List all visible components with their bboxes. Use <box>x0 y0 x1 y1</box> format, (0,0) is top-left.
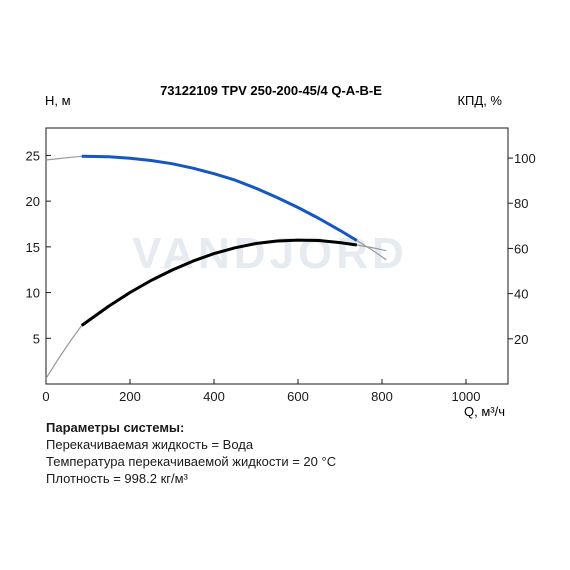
watermark: VANDJORD <box>132 229 408 278</box>
right-y-tick-label: 20 <box>514 332 528 347</box>
x-tick-label: 0 <box>42 389 49 404</box>
x-tick-label: 200 <box>119 389 141 404</box>
head-curve <box>81 154 358 242</box>
params-header: Параметры системы: <box>46 420 185 435</box>
plot-frame <box>45 127 509 385</box>
right-y-tick-label: 60 <box>514 241 528 256</box>
left-axis-unit: H, м <box>45 93 71 108</box>
head-curve-extension <box>356 239 387 261</box>
curves <box>45 154 387 379</box>
param-liquid: Перекачиваемая жидкость = Вода <box>46 437 254 452</box>
right-axis-unit: КПД, % <box>457 93 502 108</box>
left-y-tick-label: 10 <box>26 286 40 301</box>
x-tick-label: 800 <box>371 389 393 404</box>
x-tick-label: 600 <box>287 389 309 404</box>
param-density: Плотность = 998.2 кг/м³ <box>46 471 188 486</box>
x-tick-label: 400 <box>203 389 225 404</box>
efficiency-curve <box>80 238 358 327</box>
x-axis: 0 200 400 600 800 1000 <box>42 379 480 404</box>
left-y-tick-label: 25 <box>26 148 40 163</box>
left-y-tick-label: 15 <box>26 240 40 255</box>
right-y-tick-label: 40 <box>514 287 528 302</box>
right-y-tick-label: 100 <box>514 151 536 166</box>
right-y-tick-label: 80 <box>514 196 528 211</box>
left-y-tick-label: 5 <box>33 331 40 346</box>
left-y-axis: 5 10 15 20 25 <box>26 148 51 346</box>
head-curve-extension <box>45 155 82 161</box>
right-y-axis: 20 40 60 80 100 <box>508 151 536 347</box>
x-axis-label: Q, м³/ч <box>464 404 505 419</box>
param-temperature: Температура перекачиваемой жидкости = 20… <box>46 454 337 469</box>
chart-title: 73122109 TPV 250-200-45/4 Q-A-B-E <box>160 83 382 98</box>
efficiency-curve-extension <box>356 244 387 252</box>
x-tick-label: 1000 <box>452 389 481 404</box>
left-y-tick-label: 20 <box>26 194 40 209</box>
system-parameters: Параметры системы: Перекачиваемая жидкос… <box>46 419 336 487</box>
efficiency-curve-extension <box>45 325 83 379</box>
pump-curve-chart: 73122109 TPV 250-200-45/4 Q-A-B-E H, м К… <box>26 83 536 419</box>
